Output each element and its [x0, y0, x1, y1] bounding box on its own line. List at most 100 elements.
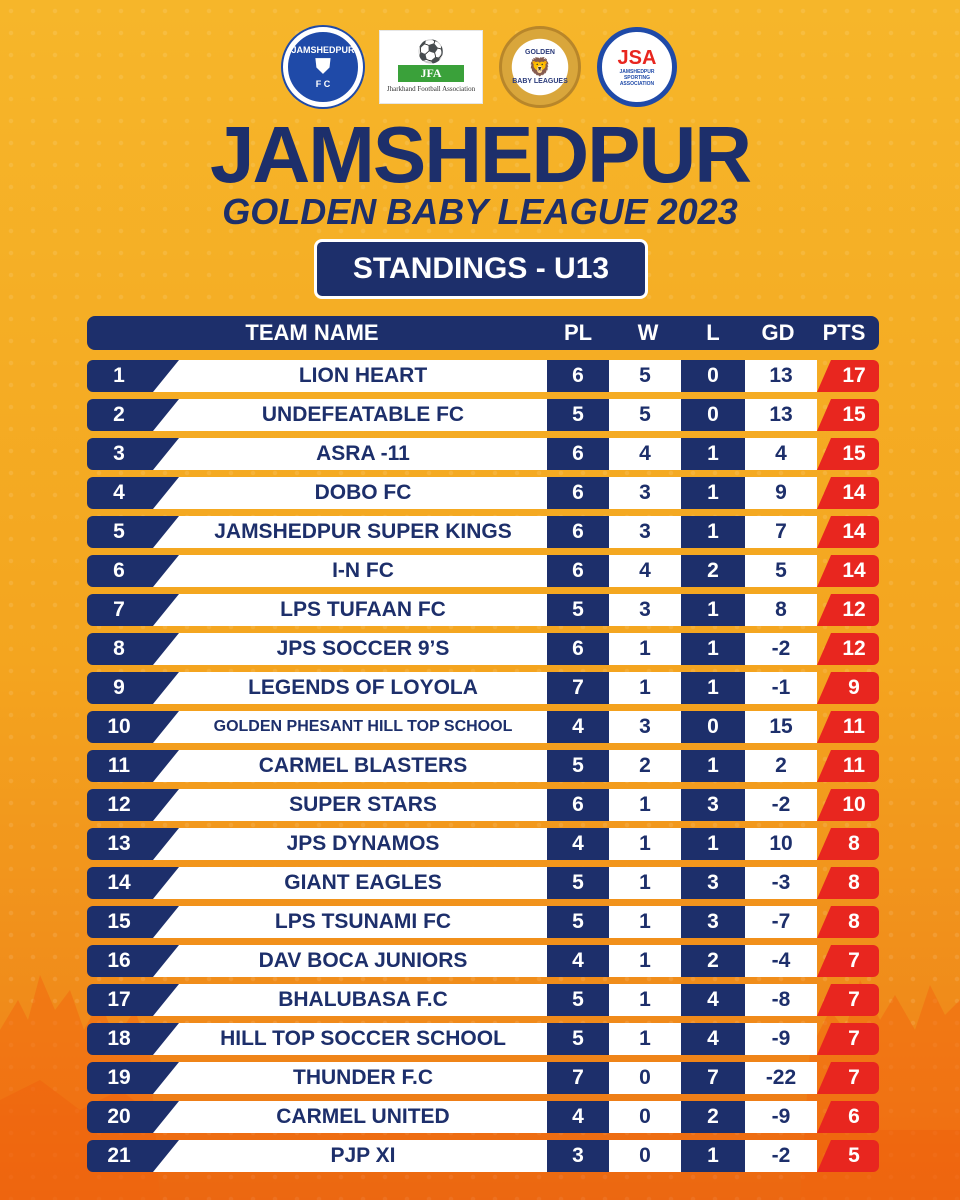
goal-difference-cell: -8: [745, 984, 817, 1016]
played-cell: 7: [547, 1062, 609, 1094]
wins-cell: 1: [609, 789, 681, 821]
goal-difference-cell: 15: [745, 711, 817, 743]
wins-cell: 0: [609, 1101, 681, 1133]
table-row: 20 CARMEL UNITED 4 0 2 -9 6: [87, 1101, 879, 1133]
losses-cell: 2: [681, 1101, 745, 1133]
points-cell: 11: [817, 711, 879, 743]
points-cell: 12: [817, 633, 879, 665]
points-cell: 5: [817, 1140, 879, 1172]
rank-cell: 17: [87, 984, 179, 1016]
goal-difference-cell: 2: [745, 750, 817, 782]
losses-cell: 1: [681, 750, 745, 782]
wins-cell: 4: [609, 438, 681, 470]
played-cell: 5: [547, 984, 609, 1016]
wins-cell: 3: [609, 594, 681, 626]
team-name-cell: I-N FC: [153, 555, 547, 587]
team-name-cell: GOLDEN PHESANT HILL TOP SCHOOL: [153, 711, 547, 743]
goal-difference-cell: -9: [745, 1101, 817, 1133]
football-icon: ⚽: [417, 39, 445, 64]
played-cell: 5: [547, 399, 609, 431]
losses-cell: 3: [681, 906, 745, 938]
table-row: 12 SUPER STARS 6 1 3 -2 10: [87, 789, 879, 821]
goal-difference-cell: 8: [745, 594, 817, 626]
table-row: 8 JPS SOCCER 9’S 6 1 1 -2 12: [87, 633, 879, 665]
points-cell: 17: [817, 360, 879, 392]
jfc-logo-sub: F C: [315, 79, 331, 89]
table-row: 3 ASRA -11 6 4 1 4 15: [87, 438, 879, 470]
team-name-cell: THUNDER F.C: [153, 1062, 547, 1094]
goal-difference-cell: -4: [745, 945, 817, 977]
page-subtitle: GOLDEN BABY LEAGUE 2023: [222, 191, 738, 232]
table-row: 14 GIANT EAGLES 5 1 3 -3 8: [87, 867, 879, 899]
jsa-logo-abbr: JSA: [617, 47, 657, 69]
points-cell: 7: [817, 1023, 879, 1055]
goal-difference-cell: -1: [745, 672, 817, 704]
played-cell: 6: [547, 516, 609, 548]
goal-difference-cell: -22: [745, 1062, 817, 1094]
points-cell: 15: [817, 399, 879, 431]
wins-cell: 5: [609, 399, 681, 431]
points-cell: 15: [817, 438, 879, 470]
table-row: 4 DOBO FC 6 3 1 9 14: [87, 477, 879, 509]
wins-cell: 1: [609, 867, 681, 899]
points-cell: 7: [817, 945, 879, 977]
losses-cell: 7: [681, 1062, 745, 1094]
wins-cell: 0: [609, 1062, 681, 1094]
team-name-cell: JPS SOCCER 9’S: [153, 633, 547, 665]
header-w: W: [637, 320, 659, 345]
gbl-logo-top: GOLDEN: [525, 49, 555, 56]
team-name-cell: UNDEFEATABLE FC: [153, 399, 547, 431]
goal-difference-cell: 9: [745, 477, 817, 509]
points-cell: 10: [817, 789, 879, 821]
wins-cell: 3: [609, 711, 681, 743]
losses-cell: 1: [681, 516, 745, 548]
team-name-cell: BHALUBASA F.C: [153, 984, 547, 1016]
points-cell: 14: [817, 477, 879, 509]
jfa-logo-name: Jharkhand Football Association: [386, 85, 476, 93]
goal-difference-cell: 13: [745, 399, 817, 431]
wins-cell: 2: [609, 750, 681, 782]
jsa-logo: JSA JAMSHEDPUR SPORTING ASSOCIATION: [597, 27, 677, 107]
played-cell: 6: [547, 360, 609, 392]
header-pl: PL: [563, 320, 593, 345]
losses-cell: 2: [681, 945, 745, 977]
jamshedpur-fc-logo: JAMSHEDPUR ⛊ F C: [283, 27, 363, 107]
played-cell: 6: [547, 438, 609, 470]
losses-cell: 4: [681, 1023, 745, 1055]
table-row: 18 HILL TOP SOCCER SCHOOL 5 1 4 -9 7: [87, 1023, 879, 1055]
played-cell: 6: [547, 477, 609, 509]
goal-difference-cell: 5: [745, 555, 817, 587]
losses-cell: 4: [681, 984, 745, 1016]
table-row: 5 JAMSHEDPUR SUPER KINGS 6 3 1 7 14: [87, 516, 879, 548]
header-pts: PTS: [822, 320, 866, 345]
played-cell: 6: [547, 633, 609, 665]
losses-cell: 1: [681, 594, 745, 626]
team-name-cell: LEGENDS OF LOYOLA: [153, 672, 547, 704]
wins-cell: 3: [609, 516, 681, 548]
losses-cell: 1: [681, 438, 745, 470]
gbl-logo-name: BABY LEAGUES: [512, 78, 568, 85]
table-row: 17 BHALUBASA F.C 5 1 4 -8 7: [87, 984, 879, 1016]
table-row: 6 I-N FC 6 4 2 5 14: [87, 555, 879, 587]
team-name-cell: LION HEART: [153, 360, 547, 392]
table-row: 1 LION HEART 6 5 0 13 17: [87, 360, 879, 392]
losses-cell: 1: [681, 1140, 745, 1172]
wins-cell: 1: [609, 1023, 681, 1055]
wins-cell: 1: [609, 633, 681, 665]
wins-cell: 1: [609, 672, 681, 704]
wins-cell: 1: [609, 906, 681, 938]
table-row: 7 LPS TUFAAN FC 5 3 1 8 12: [87, 594, 879, 626]
wins-cell: 1: [609, 984, 681, 1016]
table-row: 19 THUNDER F.C 7 0 7 -22 7: [87, 1062, 879, 1094]
losses-cell: 1: [681, 477, 745, 509]
table-row: 2 UNDEFEATABLE FC 5 5 0 13 15: [87, 399, 879, 431]
points-cell: 8: [817, 906, 879, 938]
played-cell: 5: [547, 1023, 609, 1055]
played-cell: 3: [547, 1140, 609, 1172]
goal-difference-cell: 4: [745, 438, 817, 470]
table-header: TEAM NAME PL W L GD PTS: [87, 316, 879, 350]
goal-difference-cell: 10: [745, 828, 817, 860]
page-title: JAMSHEDPUR: [209, 110, 752, 199]
goal-difference-cell: 7: [745, 516, 817, 548]
jfa-logo-abbr: JFA: [398, 65, 464, 82]
